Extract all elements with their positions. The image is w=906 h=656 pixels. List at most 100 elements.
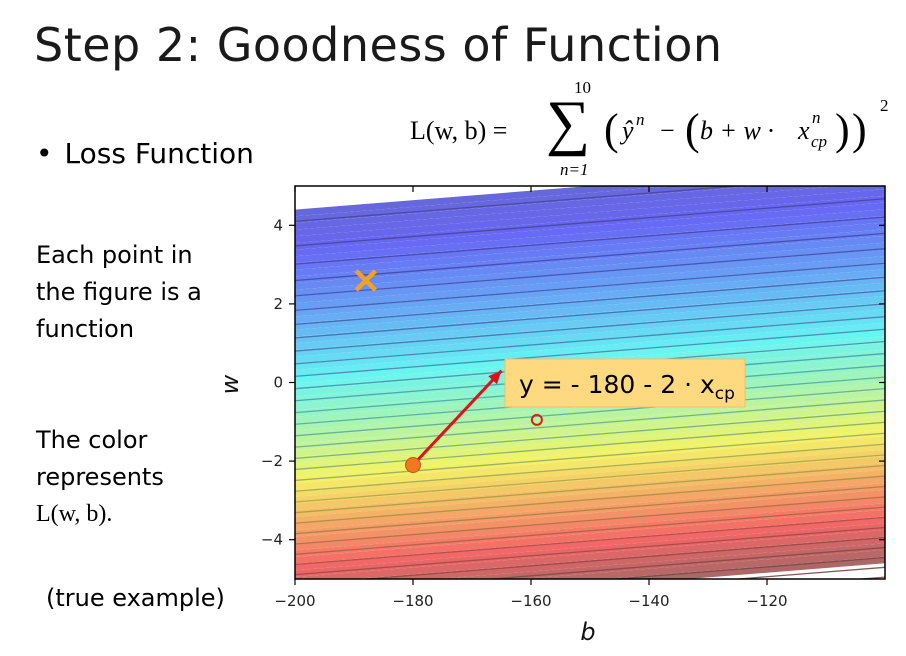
red-circle-marker xyxy=(530,413,543,426)
contour-line xyxy=(295,526,885,576)
page-title: Step 2: Goodness of Function xyxy=(34,18,723,72)
contour-line xyxy=(295,464,885,514)
contour-line xyxy=(358,536,885,579)
bullet-dot: • xyxy=(36,137,53,170)
contour-line xyxy=(295,186,746,223)
contour-band xyxy=(295,469,885,524)
side-text-math: L(w, b). xyxy=(36,501,113,527)
contour-band xyxy=(295,296,885,350)
side-text-line: represents xyxy=(36,463,164,491)
contour-band xyxy=(295,242,885,297)
x-tick-label: −180 xyxy=(392,592,433,610)
caption-true-example: (true example) xyxy=(46,584,225,612)
contour-band xyxy=(295,229,885,284)
formula-open-paren: ( xyxy=(604,105,619,154)
contour-band xyxy=(295,402,885,457)
contour-band xyxy=(295,416,885,471)
contour-band xyxy=(295,186,674,217)
loss-formula: L(w, b) = 10 ∑ n=1 ( ŷ n − ( b + w · x n… xyxy=(410,78,902,188)
contour-line xyxy=(295,399,885,448)
contour-band xyxy=(295,262,885,317)
y-tick-label: −2 xyxy=(261,452,283,470)
contour-band xyxy=(437,543,885,579)
formula-close-paren: ) xyxy=(852,105,867,154)
contour-band xyxy=(295,222,885,277)
chart-marks: × y = - 180 - 2 · xcp xyxy=(350,257,746,474)
contour-band xyxy=(295,282,885,337)
contour-band xyxy=(295,309,885,364)
contour-band xyxy=(295,209,885,263)
formula-b-plus-w: b + w · xyxy=(700,116,774,145)
annotation-main: y = - 180 - 2 · x xyxy=(519,370,715,399)
side-text-line: Each point in xyxy=(36,241,193,269)
x-tick-label: −200 xyxy=(274,592,315,610)
formula-lhs: L(w, b) = xyxy=(410,116,508,145)
contour-band xyxy=(604,556,885,579)
contour-line xyxy=(295,276,885,326)
formula-sum-lower: n=1 xyxy=(560,160,589,179)
contour-line xyxy=(295,506,885,555)
annotation-box xyxy=(504,358,746,408)
contour-band xyxy=(295,489,885,544)
contour-line xyxy=(295,290,885,339)
contour-line xyxy=(295,262,885,312)
contour-line xyxy=(295,516,885,566)
contour-band xyxy=(295,329,885,384)
contour-band xyxy=(295,249,885,304)
contour-line xyxy=(295,443,885,492)
contour-line xyxy=(295,232,885,282)
contour-band xyxy=(295,436,885,491)
contour-band xyxy=(295,529,885,579)
formula-x-sub: cp xyxy=(811,132,828,151)
x-tick-label: −160 xyxy=(510,592,551,610)
y-tick-label: 0 xyxy=(273,374,283,392)
arrow-line xyxy=(411,369,503,467)
side-text-line: function xyxy=(36,315,135,343)
formula-yhat: ŷ xyxy=(622,116,634,145)
x-tick-label: −120 xyxy=(746,592,787,610)
contour-line xyxy=(295,248,885,297)
side-text-line: The color xyxy=(36,426,148,454)
formula-power: 2 xyxy=(880,96,889,115)
formula-sigma: ∑ xyxy=(546,89,591,157)
contour-line xyxy=(295,387,885,437)
contour-band xyxy=(295,496,885,551)
contour-line xyxy=(295,316,885,365)
contour-line xyxy=(607,556,885,579)
annotation-sub: cp xyxy=(715,384,735,404)
formula-inner-close: ) xyxy=(835,105,850,154)
contour-band xyxy=(353,536,885,579)
contour-band xyxy=(295,523,885,577)
side-text-color: The color represents L(w, b). xyxy=(36,422,164,533)
contour-line xyxy=(295,475,885,524)
x-marker: × xyxy=(350,257,382,301)
annotation-text: y = - 180 - 2 · xcp xyxy=(519,370,735,404)
contour-band xyxy=(295,516,885,571)
formula-sum-upper: 10 xyxy=(574,78,591,97)
contour-line xyxy=(295,328,885,378)
formula-x: x xyxy=(798,116,810,145)
contour-band xyxy=(295,186,885,237)
contour-line xyxy=(295,454,885,503)
arrow-head xyxy=(488,370,502,385)
contour-line xyxy=(295,303,885,352)
contour-band xyxy=(295,202,885,257)
x-axis-label: b xyxy=(580,618,595,646)
contour-line xyxy=(295,198,885,247)
contour-band xyxy=(295,423,885,477)
contour-line xyxy=(295,216,885,265)
contour-line xyxy=(295,410,885,460)
contour-line xyxy=(295,485,885,535)
formula-minus: − xyxy=(660,116,675,145)
contour-line xyxy=(295,432,885,482)
contour-band xyxy=(295,316,885,370)
y-tick-label: 2 xyxy=(273,295,283,313)
formula-inner-open: ( xyxy=(685,105,700,154)
contour-line xyxy=(295,421,885,471)
contour-band xyxy=(295,269,885,324)
y-axis-label: w xyxy=(216,374,244,394)
bullet-label: Loss Function xyxy=(64,137,254,170)
contour-band xyxy=(295,189,885,243)
contour-band xyxy=(521,549,885,579)
